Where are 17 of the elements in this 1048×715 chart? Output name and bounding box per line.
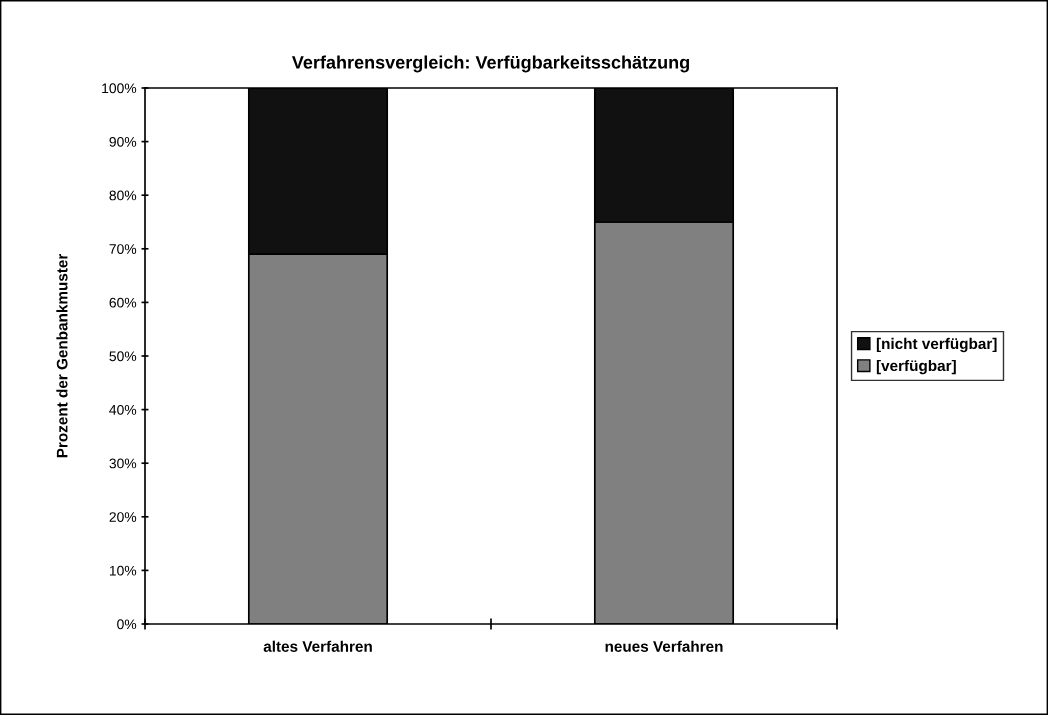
y-axis-title: Prozent der Genbankmuster <box>56 253 68 458</box>
y-tick-label: 80% <box>109 190 137 201</box>
y-tick-label: 10% <box>109 565 137 576</box>
legend-label: [verfügbar] <box>876 359 956 375</box>
x-tick-label: altes Verfahren <box>263 640 372 652</box>
chart-title: Verfahrensvergleich: Verfügbarkeitsschätzung <box>291 55 689 73</box>
y-tick-label: 40% <box>109 404 137 415</box>
y-tick-label: 70% <box>109 244 137 254</box>
legend-label: [nicht verfügbar] <box>876 337 997 353</box>
y-tick-label: 100% <box>102 83 137 94</box>
y-tick-label: 30% <box>109 458 137 469</box>
y-tick-label: 50% <box>109 351 137 362</box>
y-tick-label: 20% <box>109 512 137 522</box>
y-tick-label: 90% <box>109 136 137 147</box>
x-tick-label: neues Verfahren <box>605 640 723 652</box>
y-tick-label: 60% <box>109 297 137 308</box>
y-tick-label: 0% <box>117 619 137 630</box>
